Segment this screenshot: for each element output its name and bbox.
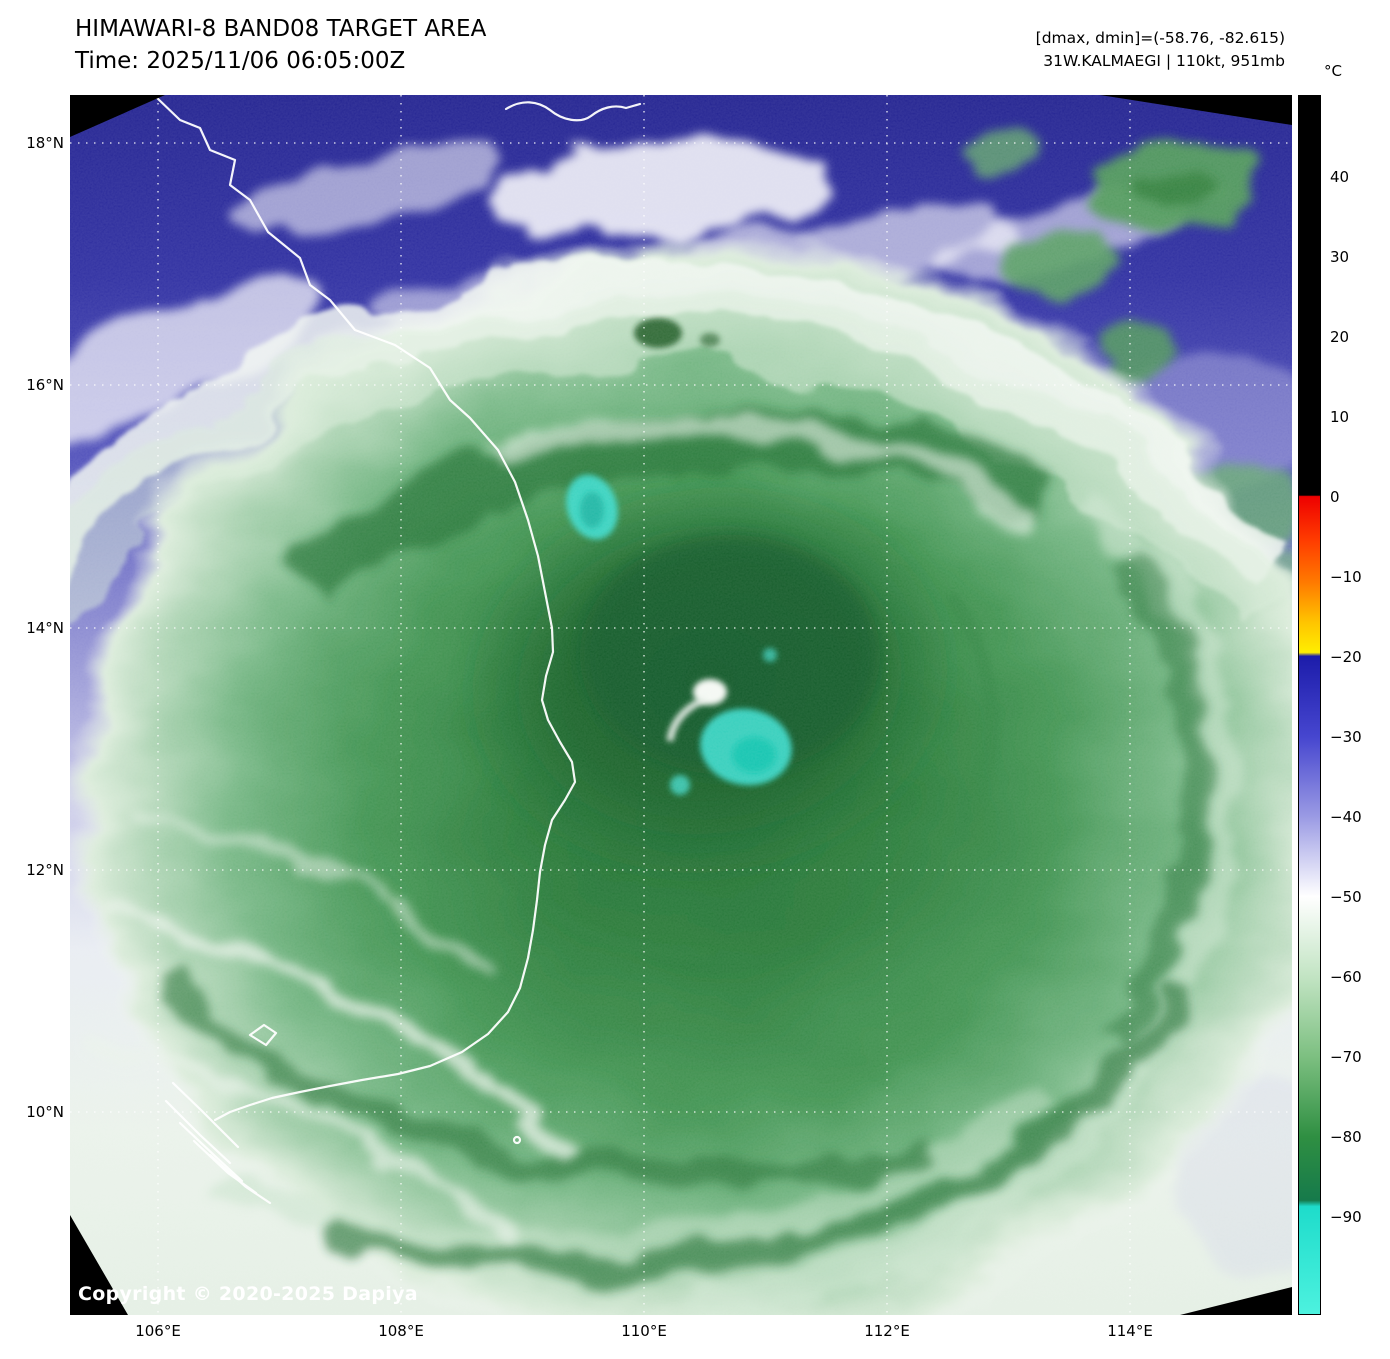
noise-texture bbox=[70, 95, 1292, 1315]
storm-info-label: 31W.KALMAEGI | 110kt, 951mb bbox=[1043, 52, 1285, 70]
colorbar-tick-label: −50 bbox=[1330, 888, 1362, 906]
lat-axis-label: 18°N bbox=[26, 134, 64, 152]
colorbar-tick-label: −80 bbox=[1330, 1128, 1362, 1146]
lat-axis-label: 16°N bbox=[26, 376, 64, 394]
grid-lines bbox=[70, 95, 1292, 1315]
colorbar-tick-label: −30 bbox=[1330, 728, 1362, 746]
colorbar-tick-label: 10 bbox=[1330, 408, 1350, 426]
colorbar-unit-label: °C bbox=[1324, 62, 1342, 80]
colorbar-tick-label: −70 bbox=[1330, 1048, 1362, 1066]
satellite-imagery bbox=[70, 95, 1292, 1315]
colorbar bbox=[1298, 95, 1321, 1315]
timestamp-label: Time: 2025/11/06 06:05:00Z bbox=[75, 48, 406, 74]
satellite-map: Copyright © 2020-2025 Dapiya bbox=[70, 95, 1292, 1315]
colorbar-tick-label: −20 bbox=[1330, 648, 1362, 666]
lon-axis-label: 106°E bbox=[135, 1322, 181, 1340]
lon-axis-label: 110°E bbox=[621, 1322, 667, 1340]
coastline-path bbox=[153, 95, 642, 1205]
colorbar-tick-label: −10 bbox=[1330, 568, 1362, 586]
page-title: HIMAWARI-8 BAND08 TARGET AREA bbox=[75, 16, 487, 42]
lon-axis-label: 112°E bbox=[864, 1322, 910, 1340]
lat-axis-label: 12°N bbox=[26, 861, 64, 879]
lat-axis-label: 10°N bbox=[26, 1103, 64, 1121]
scan-edge-mask bbox=[70, 95, 1292, 1315]
colorbar-tick-label: −60 bbox=[1330, 968, 1362, 986]
lon-axis-label: 108°E bbox=[378, 1322, 424, 1340]
colorbar-tick-label: 20 bbox=[1330, 328, 1350, 346]
colorbar-tick-label: 30 bbox=[1330, 248, 1350, 266]
colorbar-tick-label: 0 bbox=[1330, 488, 1340, 506]
colorbar-tick-label: 40 bbox=[1330, 168, 1350, 186]
dmax-dmin-label: [dmax, dmin]=(-58.76, -82.615) bbox=[1035, 29, 1285, 47]
copyright-label: Copyright © 2020-2025 Dapiya bbox=[78, 1283, 418, 1305]
lat-axis-label: 14°N bbox=[26, 619, 64, 637]
lon-axis-label: 114°E bbox=[1107, 1322, 1153, 1340]
colorbar-tick-label: −40 bbox=[1330, 808, 1362, 826]
colorbar-tick-label: −90 bbox=[1330, 1208, 1362, 1226]
